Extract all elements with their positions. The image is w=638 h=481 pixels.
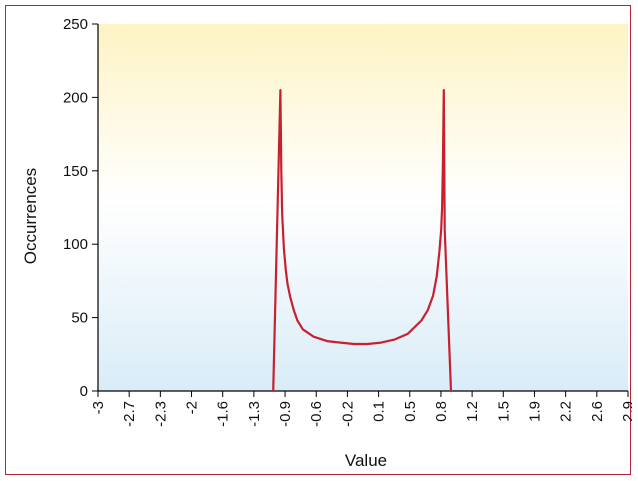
x-tick-label: -1.3 — [246, 401, 263, 427]
y-tick-label: 0 — [80, 383, 88, 400]
y-tick-label: 250 — [63, 16, 88, 33]
x-tick-label: 1.5 — [495, 401, 512, 422]
x-tick-label: 2.9 — [620, 401, 632, 422]
y-tick-label: 200 — [63, 89, 88, 106]
x-tick-label: -3 — [90, 401, 107, 414]
x-tick-label: -1.6 — [215, 401, 232, 427]
x-tick-label: -0.9 — [277, 401, 294, 427]
series-line — [272, 88, 453, 392]
x-tick-label: 1.2 — [464, 401, 481, 422]
y-tick-label: 150 — [63, 163, 88, 180]
x-tick-label: -2.3 — [152, 401, 169, 427]
x-tick-label: 2.2 — [558, 401, 575, 422]
y-tick-label: 100 — [63, 236, 88, 253]
plot-area — [98, 24, 628, 391]
y-tick-label: 50 — [71, 310, 88, 327]
x-tick-label: 2.6 — [589, 401, 606, 422]
x-tick-label: 0.1 — [371, 401, 388, 422]
x-axis-title: Value — [345, 451, 387, 470]
x-tick-label: 0.8 — [433, 401, 450, 422]
y-axis-title: Occurrences — [21, 168, 40, 264]
x-tick-label: 1.9 — [526, 401, 543, 422]
x-tick-label: -0.2 — [339, 401, 356, 427]
x-tick-label: -2.7 — [121, 401, 138, 427]
x-tick-label: -0.6 — [308, 401, 325, 427]
chart-frame: 0 50 100 150 200 250 -3 -2.7 -2.3 -2 -1.6 -1.3 -0.9-… — [5, 5, 632, 475]
x-tick-label: -2 — [184, 401, 201, 414]
x-tick-label: 0.5 — [402, 401, 419, 422]
